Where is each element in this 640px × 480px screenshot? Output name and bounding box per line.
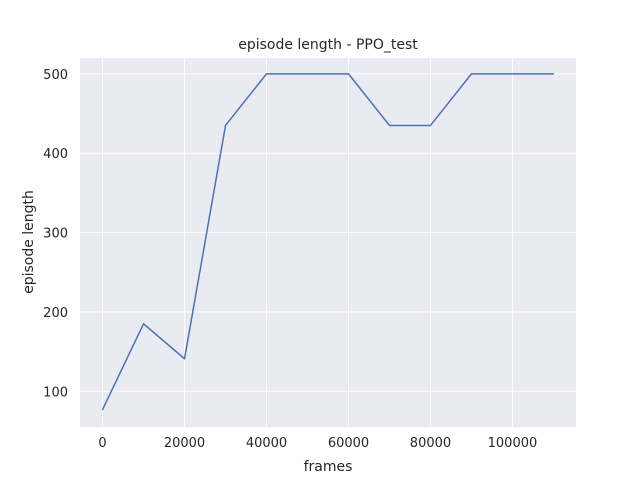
x-axis-label: frames — [304, 459, 353, 475]
y-tick-label: 300 — [43, 227, 68, 242]
x-tick-label: 60000 — [328, 436, 369, 451]
x-tick-label: 100000 — [488, 436, 538, 451]
plot-background — [80, 58, 576, 427]
y-tick-label: 100 — [43, 385, 68, 400]
gridlines — [80, 58, 576, 427]
x-tick-label: 0 — [98, 436, 106, 451]
y-tick-labels: 100 200 300 400 500 — [43, 68, 68, 400]
x-tick-labels: 0 20000 40000 60000 80000 100000 — [98, 436, 537, 451]
y-axis-label: episode length — [21, 190, 37, 294]
y-tick-label: 200 — [43, 306, 68, 321]
y-tick-label: 400 — [43, 147, 68, 162]
x-tick-label: 80000 — [410, 436, 451, 451]
series-line — [101, 73, 555, 411]
chart-title: episode length - PPO_test — [238, 37, 418, 53]
x-tick-label: 40000 — [246, 436, 287, 451]
x-tick-label: 20000 — [164, 436, 205, 451]
y-tick-label: 500 — [43, 68, 68, 83]
